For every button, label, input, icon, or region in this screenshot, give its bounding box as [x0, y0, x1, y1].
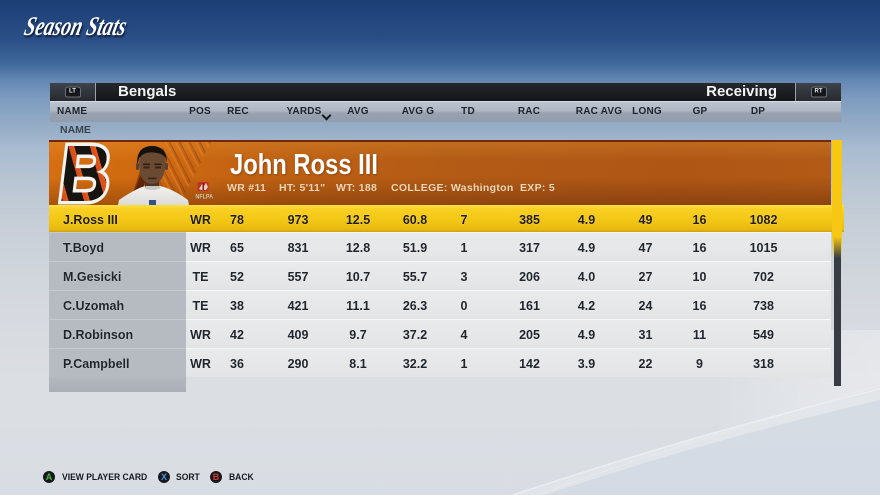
svg-text:NFLPA: NFLPA [196, 194, 214, 201]
